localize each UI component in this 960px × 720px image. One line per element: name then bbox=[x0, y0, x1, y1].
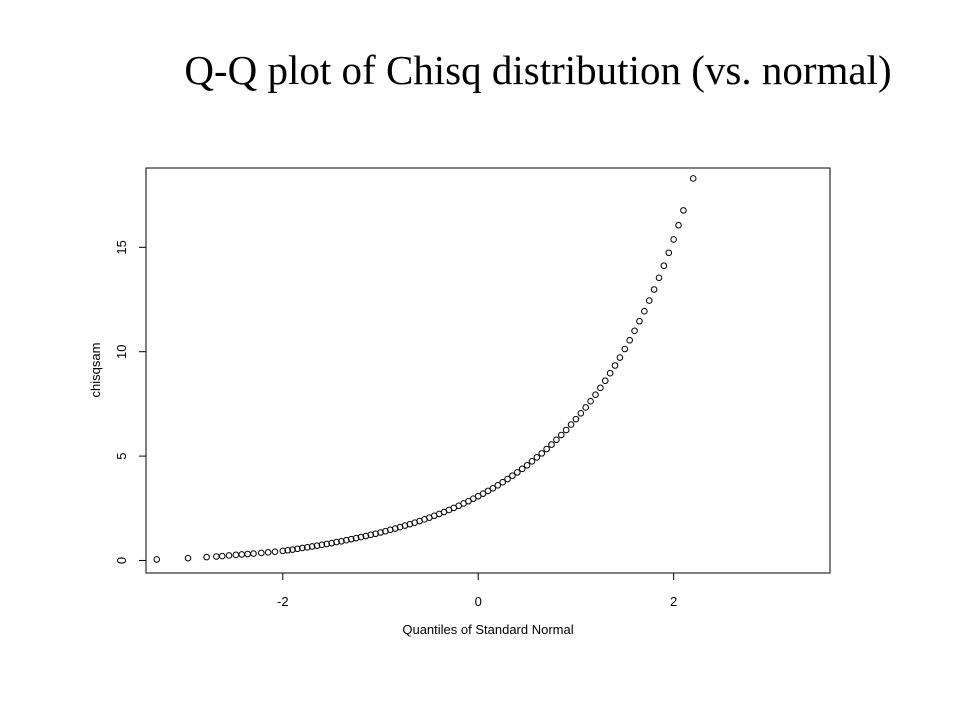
data-point bbox=[225, 552, 233, 559]
data-point bbox=[611, 362, 619, 369]
data-point bbox=[587, 397, 594, 405]
data-point bbox=[523, 461, 531, 469]
data-point bbox=[479, 490, 487, 497]
data-point bbox=[284, 546, 291, 554]
data-point bbox=[338, 537, 345, 545]
data-point bbox=[294, 545, 301, 553]
data-point bbox=[318, 541, 326, 549]
data-point bbox=[347, 535, 355, 543]
y-tick-label: 5 bbox=[114, 452, 129, 459]
data-points bbox=[153, 175, 697, 563]
data-point bbox=[313, 542, 321, 549]
data-point bbox=[153, 556, 161, 563]
data-point bbox=[499, 478, 506, 486]
data-point bbox=[562, 426, 570, 434]
data-point bbox=[543, 445, 550, 453]
data-point bbox=[352, 534, 360, 542]
data-point bbox=[577, 409, 585, 417]
data-point bbox=[494, 482, 502, 489]
data-point bbox=[308, 543, 316, 550]
data-point bbox=[514, 469, 521, 476]
data-point bbox=[489, 484, 497, 492]
data-point bbox=[572, 415, 580, 423]
x-tick-label: -2 bbox=[277, 594, 289, 609]
data-point bbox=[258, 549, 265, 557]
data-point bbox=[289, 546, 296, 553]
data-point bbox=[343, 536, 350, 544]
data-point bbox=[279, 547, 287, 555]
data-point bbox=[533, 454, 541, 461]
data-point bbox=[357, 533, 365, 541]
data-point bbox=[548, 441, 555, 448]
data-point bbox=[271, 548, 279, 556]
data-point bbox=[655, 274, 663, 282]
data-point bbox=[203, 553, 210, 561]
data-point bbox=[333, 538, 340, 546]
chart-title: Q-Q plot of Chisq distribution (vs. norm… bbox=[184, 47, 892, 93]
data-point bbox=[367, 531, 375, 539]
data-point bbox=[582, 404, 590, 411]
data-point bbox=[299, 544, 306, 552]
y-axis-title: chisqsam bbox=[88, 343, 103, 398]
data-point bbox=[645, 297, 653, 304]
plot-frame bbox=[145, 167, 831, 574]
data-point bbox=[504, 475, 511, 483]
data-point bbox=[592, 391, 599, 399]
data-point bbox=[606, 369, 614, 377]
data-point bbox=[621, 345, 629, 353]
x-tick-label: 0 bbox=[475, 594, 482, 609]
x-axis-title: Quantiles of Standard Normal bbox=[402, 622, 573, 637]
data-point bbox=[675, 221, 682, 229]
data-point bbox=[238, 551, 246, 558]
data-point bbox=[509, 472, 516, 480]
data-point bbox=[636, 317, 643, 325]
data-point bbox=[328, 539, 335, 547]
data-point bbox=[232, 551, 240, 559]
data-point bbox=[616, 354, 624, 361]
data-point bbox=[597, 384, 604, 392]
data-point bbox=[250, 550, 257, 557]
data-point bbox=[650, 286, 658, 293]
data-point bbox=[631, 327, 638, 335]
data-point bbox=[557, 431, 565, 439]
data-point bbox=[213, 553, 220, 560]
data-point bbox=[567, 421, 575, 428]
data-point bbox=[660, 262, 668, 270]
data-point bbox=[538, 450, 546, 457]
data-point bbox=[553, 436, 560, 444]
data-point bbox=[484, 487, 492, 495]
data-point bbox=[518, 465, 526, 473]
data-point bbox=[218, 552, 226, 560]
data-point bbox=[601, 377, 609, 385]
data-point bbox=[665, 249, 673, 257]
data-point bbox=[264, 549, 272, 556]
y-axis: 0 5 10 15 bbox=[114, 240, 147, 564]
y-tick-label: 10 bbox=[114, 344, 129, 358]
data-point bbox=[303, 544, 311, 551]
x-tick-label: 2 bbox=[670, 594, 677, 609]
y-tick-label: 0 bbox=[114, 557, 129, 564]
data-point bbox=[626, 336, 633, 344]
data-point bbox=[670, 236, 677, 243]
data-point bbox=[528, 458, 536, 465]
data-point bbox=[680, 207, 687, 214]
x-axis: -2 0 2 bbox=[277, 572, 677, 609]
data-point bbox=[641, 307, 648, 315]
data-point bbox=[323, 540, 331, 548]
data-point bbox=[689, 175, 697, 182]
data-point bbox=[244, 550, 251, 558]
y-tick-label: 15 bbox=[114, 240, 129, 254]
data-point bbox=[184, 554, 192, 562]
